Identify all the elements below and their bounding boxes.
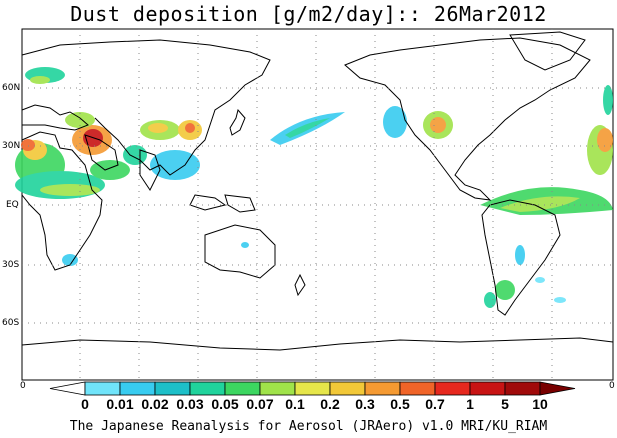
graticule bbox=[22, 29, 613, 380]
colorbar-tick-label: 0.7 bbox=[425, 396, 445, 412]
colorbar-swatch bbox=[364, 381, 401, 396]
colorbar-tick-label: 0.1 bbox=[285, 396, 305, 412]
map-title: Dust deposition [g/m2/day]:: 26Mar2012 bbox=[70, 2, 547, 26]
lat-label-30s: 30S bbox=[2, 260, 20, 270]
colorbar bbox=[49, 381, 576, 396]
colorbar-swatch bbox=[49, 381, 86, 396]
colorbar-swatch bbox=[539, 381, 576, 396]
colorbar-swatch bbox=[504, 381, 541, 396]
colorbar-swatch bbox=[399, 381, 436, 396]
dust-shading bbox=[15, 67, 613, 308]
colorbar-swatch bbox=[189, 381, 226, 396]
lat-label-30n: 30N bbox=[2, 141, 21, 151]
lat-label-60n: 60N bbox=[2, 83, 21, 93]
colorbar-tick-label: 5 bbox=[501, 396, 509, 412]
colorbar-tick-label: 0.03 bbox=[176, 396, 204, 412]
colorbar-tick-label: 0.5 bbox=[390, 396, 410, 412]
corner-label-left: 0 bbox=[20, 381, 26, 391]
colorbar-swatch bbox=[154, 381, 191, 396]
colorbar-tick-label: 0.07 bbox=[246, 396, 274, 412]
corner-label-right: 0 bbox=[609, 381, 615, 391]
colorbar-swatch bbox=[224, 381, 261, 396]
credit-line: The Japanese Reanalysis for Aerosol (JRA… bbox=[69, 419, 548, 434]
colorbar-swatch bbox=[294, 381, 331, 396]
lat-label-60s: 60S bbox=[2, 318, 20, 328]
colorbar-swatch bbox=[469, 381, 506, 396]
colorbar-swatch bbox=[434, 381, 471, 396]
colorbar-swatch bbox=[259, 381, 296, 396]
colorbar-tick-label: 10 bbox=[532, 396, 548, 412]
lat-label-eq: EQ bbox=[6, 200, 19, 210]
colorbar-swatch bbox=[329, 381, 366, 396]
colorbar-swatch bbox=[84, 381, 121, 396]
colorbar-tick-label: 0.3 bbox=[355, 396, 375, 412]
colorbar-tick-label: 0.01 bbox=[106, 396, 134, 412]
colorbar-tick-label: 0.2 bbox=[320, 396, 340, 412]
colorbar-tick-label: 0.05 bbox=[211, 396, 239, 412]
colorbar-tick-label: 0.02 bbox=[141, 396, 169, 412]
colorbar-tick-label: 1 bbox=[466, 396, 474, 412]
coastlines bbox=[21, 31, 614, 351]
colorbar-swatch bbox=[119, 381, 156, 396]
colorbar-tick-label: 0 bbox=[81, 396, 89, 412]
